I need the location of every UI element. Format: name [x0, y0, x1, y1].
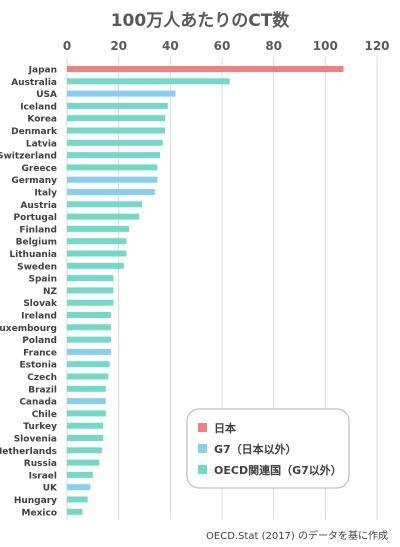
bar — [67, 102, 168, 109]
category-label: Slovenia — [14, 435, 57, 445]
category-label: Canada — [19, 398, 57, 408]
bar — [67, 152, 160, 159]
category-label: Italy — [34, 189, 57, 199]
bar — [67, 471, 93, 478]
category-label: Netherlands — [0, 447, 57, 457]
legend-swatch — [198, 423, 207, 432]
category-label: Estonia — [19, 361, 57, 371]
bar — [67, 287, 114, 294]
x-tick-label: 80 — [265, 39, 282, 53]
bar — [67, 275, 114, 282]
bar — [67, 66, 344, 72]
category-label: Latvia — [26, 139, 57, 149]
bar — [67, 373, 109, 380]
category-label: UK — [43, 484, 58, 494]
category-label: Switzerland — [0, 152, 57, 162]
bar — [67, 447, 102, 454]
chart-title: 100万人あたりのCT数 — [110, 11, 290, 31]
category-label: Hungary — [14, 496, 57, 506]
bar — [67, 164, 158, 171]
bar — [67, 336, 111, 343]
bar — [67, 484, 91, 491]
bar — [67, 127, 166, 134]
x-tick-label: 40 — [162, 39, 179, 53]
bar — [67, 508, 83, 515]
category-label: Turkey — [23, 422, 57, 432]
source-note: OECD.Stat (2017) のデータを基に作成 — [206, 531, 388, 542]
legend-swatch — [198, 444, 207, 453]
category-label: Poland — [22, 336, 57, 346]
category-label: Japan — [28, 66, 57, 76]
category-label: Chile — [32, 410, 57, 420]
category-label: Spain — [29, 275, 58, 285]
category-label: Luxembourg — [0, 324, 57, 334]
bar — [67, 324, 111, 331]
bar — [67, 238, 127, 245]
category-label: Israel — [29, 471, 57, 481]
bar — [67, 496, 88, 503]
category-label: Finland — [19, 225, 57, 235]
x-tick-label: 100 — [313, 39, 338, 53]
bar — [67, 201, 142, 208]
category-label: Brazil — [28, 385, 57, 395]
category-label: USA — [36, 90, 57, 100]
category-label: Sweden — [17, 262, 57, 272]
bar — [67, 459, 100, 466]
bar — [67, 435, 104, 441]
category-label: Lithuania — [9, 250, 57, 260]
bar — [67, 348, 111, 355]
x-tick-label: 0 — [63, 39, 71, 53]
bar — [67, 312, 111, 318]
bar — [67, 361, 110, 368]
bar — [67, 262, 124, 269]
category-label: Portugal — [13, 213, 57, 223]
category-label: Mexico — [22, 508, 57, 518]
bar — [67, 250, 127, 257]
category-label: Greece — [22, 164, 57, 174]
bar — [67, 78, 230, 85]
legend-box — [186, 408, 350, 489]
x-tick-label: 60 — [214, 39, 231, 53]
bar — [67, 115, 166, 122]
bar — [67, 385, 106, 392]
category-label: Austria — [20, 201, 57, 211]
category-label: France — [23, 348, 57, 358]
category-label: Denmark — [11, 127, 58, 137]
legend-swatch — [198, 465, 207, 474]
category-label: Czech — [27, 373, 57, 383]
legend-label: 日本 — [214, 421, 236, 435]
bar — [67, 90, 176, 97]
legend-label: G7（日本以外） — [214, 442, 297, 456]
bar — [67, 176, 158, 183]
category-label: Russia — [24, 459, 57, 469]
category-label: Slovak — [23, 299, 58, 309]
category-label: Ireland — [21, 312, 57, 322]
bar — [67, 422, 104, 429]
bar — [67, 410, 106, 417]
category-label: Australia — [11, 78, 57, 88]
bar — [67, 213, 140, 220]
category-label: NZ — [43, 287, 58, 297]
x-tick-label: 20 — [110, 39, 127, 53]
category-label: Iceland — [20, 102, 57, 112]
bar — [67, 398, 106, 405]
bar — [67, 189, 155, 195]
x-tick-label: 120 — [364, 39, 389, 53]
bar — [67, 225, 129, 232]
legend-label: OECD関連国（G7以外） — [214, 463, 342, 477]
category-label: Korea — [27, 115, 57, 125]
bar — [67, 139, 163, 146]
category-label: Belgium — [16, 238, 57, 248]
bar — [67, 299, 114, 306]
category-label: Germany — [11, 176, 57, 186]
